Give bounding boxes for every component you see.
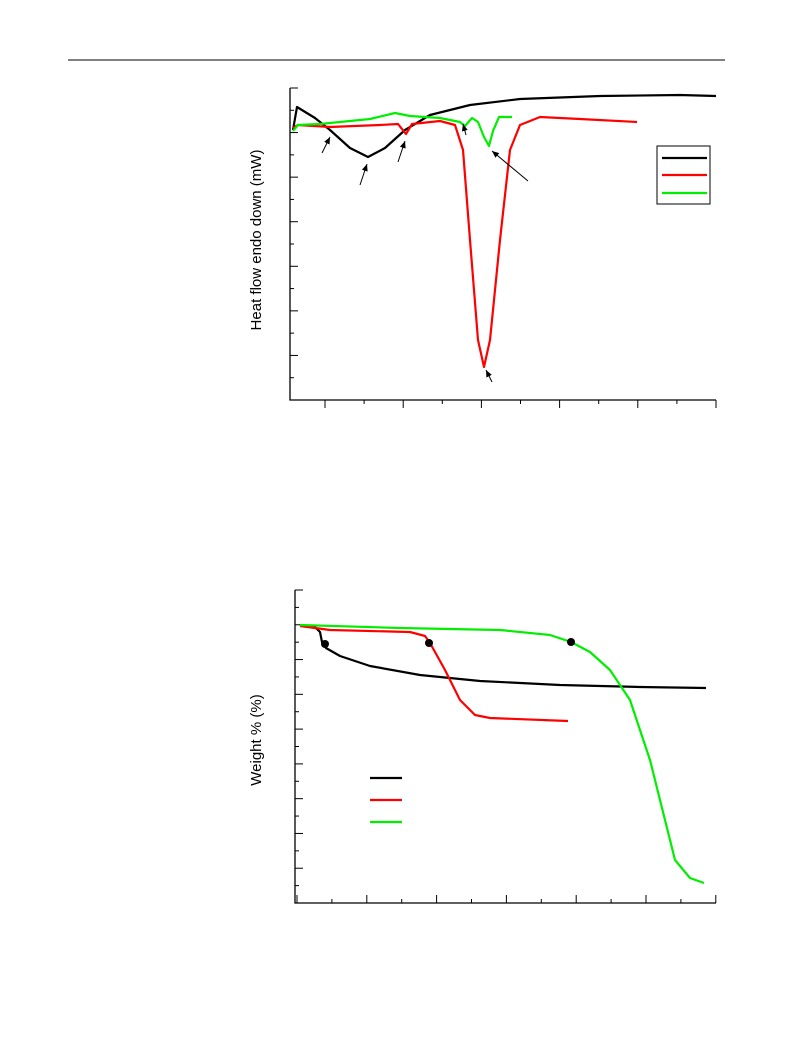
arrow: [359, 163, 368, 186]
figure-dsc: Heat flow endo down (mW): [248, 87, 717, 408]
figure-tga: Weight % (%): [248, 589, 717, 904]
curve-red: [292, 115, 638, 369]
axes: [294, 590, 716, 904]
marker-dot: [567, 638, 575, 646]
curve-black: [291, 93, 717, 159]
curve-green: [299, 623, 705, 885]
marker-dot: [321, 640, 329, 648]
ticks: [295, 589, 717, 904]
y-axis-label: Heat flow endo down (mW): [248, 150, 265, 331]
arrow: [491, 150, 529, 182]
arrow: [397, 140, 406, 163]
curve-black: [299, 623, 707, 690]
curve-green: [292, 111, 512, 148]
ticks: [290, 87, 717, 408]
axes: [289, 88, 716, 401]
marker-dot: [425, 639, 433, 647]
arrow: [461, 123, 468, 136]
arrow: [485, 369, 493, 383]
arrow: [321, 136, 331, 154]
y-axis-label: Weight % (%): [248, 694, 265, 785]
curve-red: [299, 624, 569, 723]
